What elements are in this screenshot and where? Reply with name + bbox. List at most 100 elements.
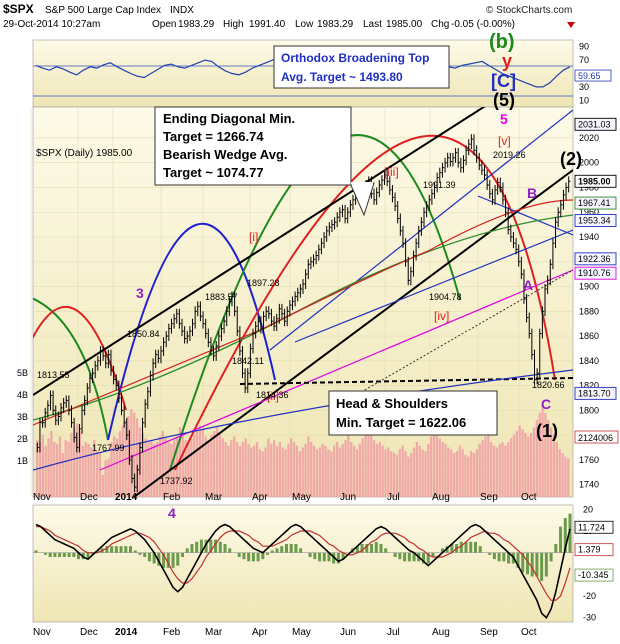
- volume-bar: [70, 432, 73, 497]
- macd-tag-text: 11.724: [578, 522, 605, 532]
- volume-bar: [133, 412, 136, 497]
- price-tick-label: 1860: [579, 331, 599, 341]
- macd-histogram-bar: [370, 544, 374, 553]
- volume-bar: [215, 427, 219, 497]
- volume-bar: [50, 431, 53, 497]
- macd-histogram-bar: [180, 552, 184, 557]
- volume-bar: [190, 438, 193, 497]
- volume-bar: [567, 458, 570, 497]
- wave-5-red: 5: [500, 111, 508, 127]
- macd-histogram-bar: [530, 552, 534, 577]
- price-tick-label: 2020: [579, 133, 599, 143]
- volume-bar: [301, 447, 304, 497]
- macd-histogram-bar: [242, 552, 246, 560]
- macd-histogram-bar: [360, 544, 364, 553]
- macd-histogram-bar: [412, 552, 416, 562]
- volume-bar: [501, 442, 504, 497]
- price-tag: [574, 386, 617, 400]
- macd-histogram-bar: [147, 552, 151, 562]
- volume-bar: [452, 453, 456, 497]
- volume-bar: [281, 447, 284, 497]
- volume-bar: [90, 447, 93, 497]
- volume-bar: [298, 451, 301, 497]
- volume-bar: [167, 442, 170, 497]
- wave-y: y: [502, 51, 512, 71]
- left-axis: 5B 4B 3B 2B 1B: [17, 368, 28, 466]
- volume-bar: [324, 445, 327, 497]
- macd-histogram-bar: [299, 548, 303, 553]
- wave-ii: [ii]: [267, 389, 279, 403]
- volume-bar: [95, 451, 99, 497]
- channel-dotted: [329, 269, 573, 411]
- volume-bar: [504, 445, 507, 497]
- volume-bar: [130, 409, 133, 497]
- macd-histogram-bar: [284, 544, 288, 553]
- volume-bar: [81, 445, 84, 497]
- volume-bar: [207, 440, 210, 497]
- hs-line-2: Min. Target = 1622.06: [336, 415, 466, 430]
- volume-bar: [344, 440, 347, 497]
- volume-bar: [358, 443, 361, 497]
- right-axis: 907050301059.652020200019801960194019201…: [574, 42, 619, 623]
- price-tag: [574, 214, 617, 227]
- volume-bar: [404, 451, 407, 497]
- arc-blue-1: [107, 222, 276, 441]
- macd-histogram-bar: [110, 546, 114, 553]
- price-label-1814-36: 1814.36: [256, 390, 289, 400]
- volume-bar: [164, 438, 167, 497]
- ending-diag-line-4: Target ~ 1074.77: [163, 165, 264, 180]
- header-low: 1983.29: [317, 19, 354, 30]
- volume-bar: [427, 443, 430, 497]
- volume-bar: [527, 436, 530, 497]
- macd-tag: [574, 568, 614, 582]
- x-tick-label: Jun: [340, 492, 356, 503]
- wave-v: [v]: [498, 134, 511, 148]
- macd-signal-line: [36, 526, 571, 601]
- volume-bar: [198, 425, 202, 497]
- x-tick-label-bottom: Dec: [80, 627, 98, 638]
- volume-bar: [241, 442, 244, 497]
- macd-histogram-bar: [67, 552, 71, 557]
- volume-bar: [61, 453, 64, 497]
- price-tag-text: 1985.00: [578, 176, 611, 186]
- volume-bar: [341, 443, 344, 497]
- volume-bar: [158, 436, 162, 497]
- macd-histogram-bar: [318, 552, 322, 562]
- volume-bar: [287, 443, 290, 497]
- volume-bar: [498, 443, 501, 497]
- ending-diagonal-callout: Ending Diagonal Min. Target = 1266.74 Be…: [154, 106, 375, 217]
- volume-bar: [392, 453, 396, 497]
- rsi-tick-label: 90: [579, 42, 589, 52]
- volume-bar: [244, 438, 247, 497]
- header-open: 1983.29: [178, 19, 215, 30]
- volume-axis-label: 3B: [17, 412, 28, 422]
- volume-bar: [487, 432, 490, 497]
- header-high: 1991.40: [249, 19, 286, 30]
- macd-histogram-bar: [190, 544, 194, 553]
- wave-b-green: (b): [489, 31, 515, 53]
- macd-histogram-bar: [256, 552, 260, 562]
- volume-bar: [258, 449, 261, 497]
- trend-channels: [33, 107, 573, 497]
- wave-labels: (b) y [C] (5) 5 [v] [iii] [i] [ii] [iv] …: [136, 31, 582, 521]
- volume-bar: [338, 447, 341, 497]
- volume-bar: [275, 445, 279, 497]
- macd-histogram-bar: [261, 552, 265, 560]
- price-tick-label: 1800: [579, 405, 599, 415]
- price-label-1991-39: 1991.39: [423, 180, 456, 190]
- volume-bar: [418, 445, 421, 497]
- volume-bar: [127, 416, 130, 497]
- volume-bar: [110, 442, 113, 497]
- volume-bar: [355, 449, 359, 497]
- volume-bar: [235, 442, 239, 497]
- volume-bar: [447, 447, 450, 497]
- macd-histogram-bar: [143, 552, 147, 557]
- macd-histogram-bar: [152, 552, 156, 564]
- macd-histogram-bar: [540, 552, 544, 581]
- x-tick-label: Aug: [432, 492, 450, 503]
- price-tick-label: 1760: [579, 455, 599, 465]
- volume-bar: [424, 451, 427, 497]
- macd-histogram-bar: [214, 539, 218, 553]
- volume-bar: [512, 434, 516, 497]
